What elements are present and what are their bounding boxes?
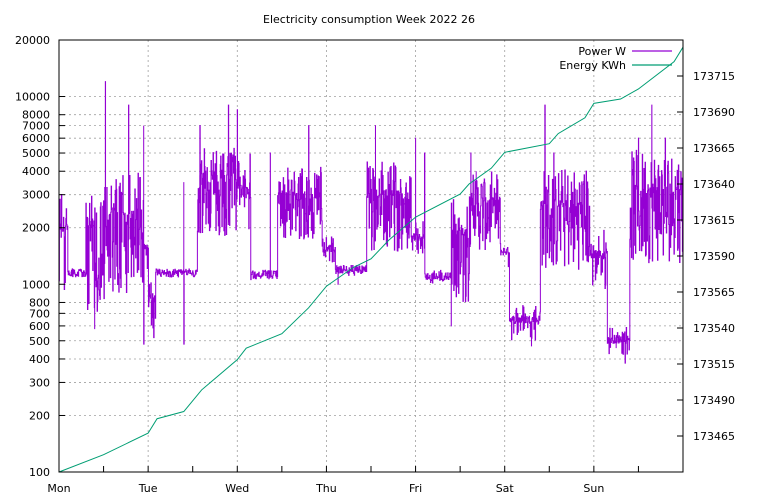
series-power-line [58,81,684,364]
x-tick-label: Sat [496,482,515,495]
x-tick-label: Tue [138,482,158,495]
right-tick-label: 173715 [693,70,735,83]
legend-label-power: Power W [578,45,626,58]
right-tick-label: 173565 [693,286,735,299]
right-tick-label: 173690 [693,106,735,119]
right-tick-label: 173640 [693,178,735,191]
chart-title: Electricity consumption Week 2022 26 [263,13,475,26]
left-tick-label: 2000 [22,222,50,235]
left-tick-label: 1000 [22,278,50,291]
series-energy-line [58,46,684,473]
right-tick-label: 173490 [693,394,735,407]
left-tick-label: 200 [29,409,50,422]
left-tick-label: 100 [29,466,50,479]
x-tick-label: Mon [47,482,70,495]
left-tick-label: 500 [29,335,50,348]
left-tick-label: 6000 [22,132,50,145]
x-tick-label: Sun [583,482,604,495]
left-tick-label: 20000 [15,34,50,47]
right-tick-label: 173540 [693,322,735,335]
x-axis-ticks: Mon Tue Wed Thu Fri Sat Sun [47,466,639,495]
series-layer [58,46,684,473]
left-tick-label: 3000 [22,189,50,202]
x-tick-label: Thu [315,482,337,495]
right-tick-label: 173615 [693,214,735,227]
left-tick-label: 10000 [15,91,50,104]
left-tick-label: 800 [29,296,50,309]
left-tick-label: 8000 [22,109,50,122]
left-tick-label: 7000 [22,120,50,133]
right-tick-label: 173515 [693,358,735,371]
left-tick-label: 600 [29,320,50,333]
left-tick-label: 300 [29,376,50,389]
right-tick-label: 173590 [693,250,735,263]
legend-label-energy: Energy KWh [559,59,626,72]
left-tick-label: 700 [29,307,50,320]
right-tick-label: 173465 [693,430,735,443]
left-tick-label: 5000 [22,147,50,160]
right-tick-label: 173665 [693,142,735,155]
right-axis-ticks: 173465 173490 173515 173540 173565 173590 1736… [677,70,735,443]
x-tick-label: Wed [225,482,249,495]
legend: Power W Energy KWh [559,45,672,72]
left-tick-label: 400 [29,353,50,366]
left-tick-label: 4000 [22,165,50,178]
x-tick-label: Fri [409,482,422,495]
